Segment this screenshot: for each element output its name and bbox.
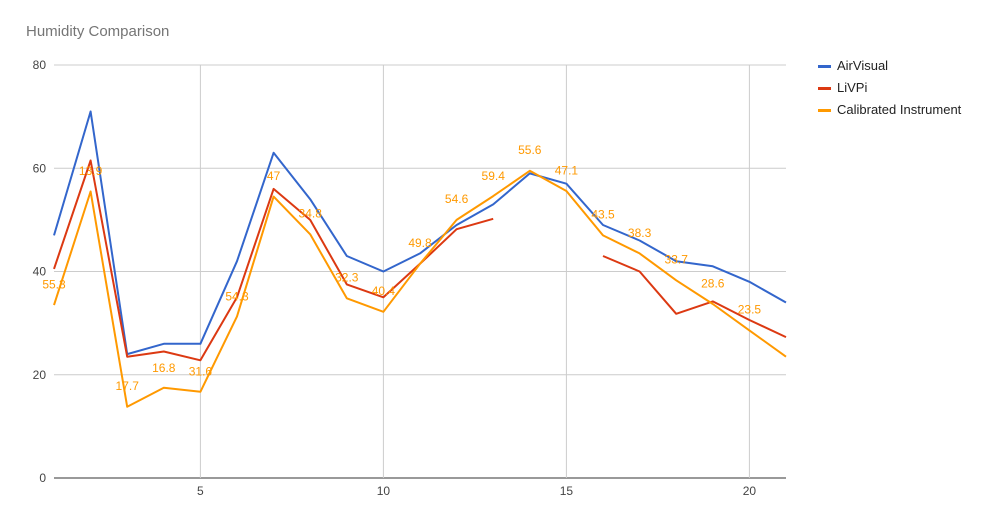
data-label: 23.5	[738, 303, 762, 317]
data-label: 16.8	[152, 361, 176, 375]
data-label: 17.7	[116, 379, 140, 393]
data-label: 55.6	[518, 143, 542, 157]
data-label: 40.4	[372, 284, 396, 298]
y-tick-label-80: 80	[33, 58, 47, 72]
data-label: 43.5	[591, 208, 615, 222]
legend-label-airvisual: AirVisual	[837, 58, 889, 73]
chart-title: Humidity Comparison	[26, 23, 170, 40]
data-label: 59.4	[482, 169, 506, 183]
data-label: 38.3	[628, 226, 652, 240]
data-label: 54.6	[445, 192, 469, 206]
data-label: 34.8	[299, 207, 323, 221]
legend-swatch-airvisual	[818, 65, 831, 68]
series-line-calibrated-instrument	[53, 169, 787, 408]
x-tick-label-10: 10	[377, 484, 391, 498]
data-label: 32.3	[335, 271, 359, 285]
x-tick-label-5: 5	[197, 484, 204, 498]
legend-swatch-calibrated-instrument	[818, 109, 831, 112]
x-tick-label-20: 20	[743, 484, 757, 498]
legend-label-calibrated-instrument: Calibrated Instrument	[837, 102, 962, 117]
x-tick-label-15: 15	[560, 484, 574, 498]
series-line-airvisual	[53, 110, 787, 356]
y-tick-label-60: 60	[33, 161, 47, 175]
data-label: 13.9	[79, 164, 103, 178]
y-tick-label-20: 20	[33, 368, 47, 382]
data-label: 28.6	[701, 276, 725, 290]
legend-label-livpi: LiVPi	[837, 80, 868, 95]
data-label: 31.6	[189, 365, 213, 379]
data-label: 49.8	[408, 236, 432, 250]
data-label: 47.1	[555, 163, 579, 177]
legend-swatch-livpi	[818, 87, 831, 90]
data-label: 33.7	[665, 253, 689, 267]
y-tick-label-0: 0	[39, 471, 46, 485]
data-label: 55.3	[42, 277, 66, 291]
data-label: 47	[267, 169, 281, 183]
y-tick-label-40: 40	[33, 265, 47, 279]
data-label: 54.3	[225, 289, 249, 303]
